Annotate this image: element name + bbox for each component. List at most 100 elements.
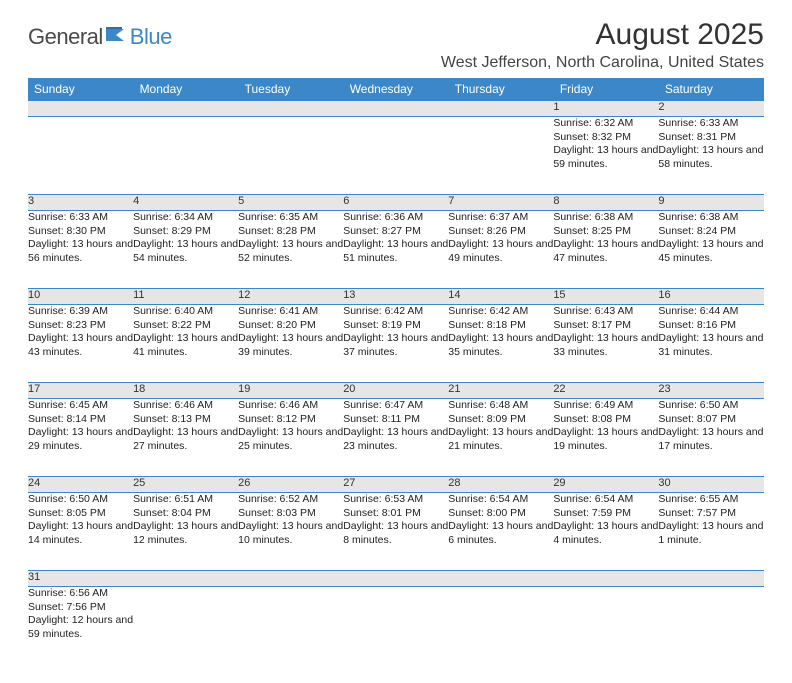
day-detail-cell bbox=[658, 587, 763, 665]
sunset-text: Sunset: 8:18 PM bbox=[448, 319, 553, 333]
logo-text-blue: Blue bbox=[130, 24, 172, 50]
logo-text-general: General bbox=[28, 24, 103, 50]
sunset-text: Sunset: 8:04 PM bbox=[133, 507, 238, 521]
day-number-row: 24252627282930 bbox=[28, 477, 764, 493]
day-number-cell: 9 bbox=[658, 195, 763, 211]
day-number-cell bbox=[448, 571, 553, 587]
day-detail-cell: Sunrise: 6:35 AMSunset: 8:28 PMDaylight:… bbox=[238, 211, 343, 289]
sunset-text: Sunset: 7:56 PM bbox=[28, 601, 133, 615]
sunrise-text: Sunrise: 6:51 AM bbox=[133, 493, 238, 507]
weekday-header: Monday bbox=[133, 78, 238, 101]
sunrise-text: Sunrise: 6:42 AM bbox=[343, 305, 448, 319]
sunset-text: Sunset: 8:19 PM bbox=[343, 319, 448, 333]
day-detail-cell: Sunrise: 6:44 AMSunset: 8:16 PMDaylight:… bbox=[658, 305, 763, 383]
day-number-cell: 27 bbox=[343, 477, 448, 493]
sunrise-text: Sunrise: 6:36 AM bbox=[343, 211, 448, 225]
day-detail-row: Sunrise: 6:39 AMSunset: 8:23 PMDaylight:… bbox=[28, 305, 764, 383]
daylight-text: Daylight: 13 hours and 52 minutes. bbox=[238, 238, 343, 265]
day-number-cell: 29 bbox=[553, 477, 658, 493]
daylight-text: Daylight: 13 hours and 10 minutes. bbox=[238, 520, 343, 547]
day-detail-cell bbox=[553, 587, 658, 665]
sunrise-text: Sunrise: 6:50 AM bbox=[28, 493, 133, 507]
day-detail-cell: Sunrise: 6:45 AMSunset: 8:14 PMDaylight:… bbox=[28, 399, 133, 477]
day-number-cell bbox=[343, 101, 448, 117]
sunset-text: Sunset: 8:24 PM bbox=[658, 225, 763, 239]
day-detail-cell: Sunrise: 6:42 AMSunset: 8:18 PMDaylight:… bbox=[448, 305, 553, 383]
day-detail-cell: Sunrise: 6:46 AMSunset: 8:13 PMDaylight:… bbox=[133, 399, 238, 477]
weekday-header: Wednesday bbox=[343, 78, 448, 101]
daylight-text: Daylight: 12 hours and 59 minutes. bbox=[28, 614, 133, 641]
day-number-cell: 2 bbox=[658, 101, 763, 117]
month-title: August 2025 bbox=[441, 18, 764, 52]
day-detail-cell: Sunrise: 6:38 AMSunset: 8:24 PMDaylight:… bbox=[658, 211, 763, 289]
daylight-text: Daylight: 13 hours and 19 minutes. bbox=[553, 426, 658, 453]
sunrise-text: Sunrise: 6:45 AM bbox=[28, 399, 133, 413]
day-detail-cell: Sunrise: 6:32 AMSunset: 8:32 PMDaylight:… bbox=[553, 117, 658, 195]
weekday-header: Friday bbox=[553, 78, 658, 101]
daylight-text: Daylight: 13 hours and 54 minutes. bbox=[133, 238, 238, 265]
day-detail-cell bbox=[343, 587, 448, 665]
daylight-text: Daylight: 13 hours and 12 minutes. bbox=[133, 520, 238, 547]
day-detail-cell: Sunrise: 6:50 AMSunset: 8:05 PMDaylight:… bbox=[28, 493, 133, 571]
day-detail-cell: Sunrise: 6:41 AMSunset: 8:20 PMDaylight:… bbox=[238, 305, 343, 383]
day-detail-cell: Sunrise: 6:39 AMSunset: 8:23 PMDaylight:… bbox=[28, 305, 133, 383]
sunrise-text: Sunrise: 6:52 AM bbox=[238, 493, 343, 507]
day-number-cell: 21 bbox=[448, 383, 553, 399]
sunset-text: Sunset: 8:32 PM bbox=[553, 131, 658, 145]
sunset-text: Sunset: 8:05 PM bbox=[28, 507, 133, 521]
sunrise-text: Sunrise: 6:33 AM bbox=[28, 211, 133, 225]
sunset-text: Sunset: 8:11 PM bbox=[343, 413, 448, 427]
sunrise-text: Sunrise: 6:49 AM bbox=[553, 399, 658, 413]
sunrise-text: Sunrise: 6:53 AM bbox=[343, 493, 448, 507]
sunrise-text: Sunrise: 6:38 AM bbox=[658, 211, 763, 225]
day-number-cell bbox=[133, 571, 238, 587]
day-detail-cell bbox=[448, 587, 553, 665]
day-number-cell: 1 bbox=[553, 101, 658, 117]
day-detail-cell: Sunrise: 6:55 AMSunset: 7:57 PMDaylight:… bbox=[658, 493, 763, 571]
day-detail-cell: Sunrise: 6:50 AMSunset: 8:07 PMDaylight:… bbox=[658, 399, 763, 477]
sunset-text: Sunset: 8:23 PM bbox=[28, 319, 133, 333]
sunset-text: Sunset: 8:09 PM bbox=[448, 413, 553, 427]
day-number-cell: 10 bbox=[28, 289, 133, 305]
daylight-text: Daylight: 13 hours and 17 minutes. bbox=[658, 426, 763, 453]
sunrise-text: Sunrise: 6:56 AM bbox=[28, 587, 133, 601]
day-detail-cell: Sunrise: 6:54 AMSunset: 7:59 PMDaylight:… bbox=[553, 493, 658, 571]
daylight-text: Daylight: 13 hours and 33 minutes. bbox=[553, 332, 658, 359]
day-number-row: 3456789 bbox=[28, 195, 764, 211]
day-detail-cell: Sunrise: 6:47 AMSunset: 8:11 PMDaylight:… bbox=[343, 399, 448, 477]
sunset-text: Sunset: 8:01 PM bbox=[343, 507, 448, 521]
day-detail-row: Sunrise: 6:45 AMSunset: 8:14 PMDaylight:… bbox=[28, 399, 764, 477]
day-number-cell bbox=[28, 101, 133, 117]
daylight-text: Daylight: 13 hours and 6 minutes. bbox=[448, 520, 553, 547]
daylight-text: Daylight: 13 hours and 58 minutes. bbox=[658, 144, 763, 171]
day-number-cell: 30 bbox=[658, 477, 763, 493]
daylight-text: Daylight: 13 hours and 29 minutes. bbox=[28, 426, 133, 453]
sunrise-text: Sunrise: 6:55 AM bbox=[658, 493, 763, 507]
sunrise-text: Sunrise: 6:41 AM bbox=[238, 305, 343, 319]
day-number-cell: 4 bbox=[133, 195, 238, 211]
day-number-cell: 13 bbox=[343, 289, 448, 305]
day-detail-cell bbox=[133, 587, 238, 665]
sunrise-text: Sunrise: 6:42 AM bbox=[448, 305, 553, 319]
day-number-cell bbox=[238, 571, 343, 587]
day-detail-cell: Sunrise: 6:40 AMSunset: 8:22 PMDaylight:… bbox=[133, 305, 238, 383]
day-number-cell: 31 bbox=[28, 571, 133, 587]
logo-flag-icon bbox=[106, 27, 128, 48]
day-number-row: 12 bbox=[28, 101, 764, 117]
sunrise-text: Sunrise: 6:39 AM bbox=[28, 305, 133, 319]
day-detail-cell: Sunrise: 6:46 AMSunset: 8:12 PMDaylight:… bbox=[238, 399, 343, 477]
day-number-cell bbox=[133, 101, 238, 117]
sunrise-text: Sunrise: 6:44 AM bbox=[658, 305, 763, 319]
day-detail-row: Sunrise: 6:33 AMSunset: 8:30 PMDaylight:… bbox=[28, 211, 764, 289]
day-number-cell: 19 bbox=[238, 383, 343, 399]
sunset-text: Sunset: 8:30 PM bbox=[28, 225, 133, 239]
day-number-cell: 11 bbox=[133, 289, 238, 305]
daylight-text: Daylight: 13 hours and 41 minutes. bbox=[133, 332, 238, 359]
sunrise-text: Sunrise: 6:54 AM bbox=[448, 493, 553, 507]
sunrise-text: Sunrise: 6:38 AM bbox=[553, 211, 658, 225]
day-detail-row: Sunrise: 6:32 AMSunset: 8:32 PMDaylight:… bbox=[28, 117, 764, 195]
sunset-text: Sunset: 8:27 PM bbox=[343, 225, 448, 239]
sunrise-text: Sunrise: 6:48 AM bbox=[448, 399, 553, 413]
sunrise-text: Sunrise: 6:40 AM bbox=[133, 305, 238, 319]
daylight-text: Daylight: 13 hours and 49 minutes. bbox=[448, 238, 553, 265]
